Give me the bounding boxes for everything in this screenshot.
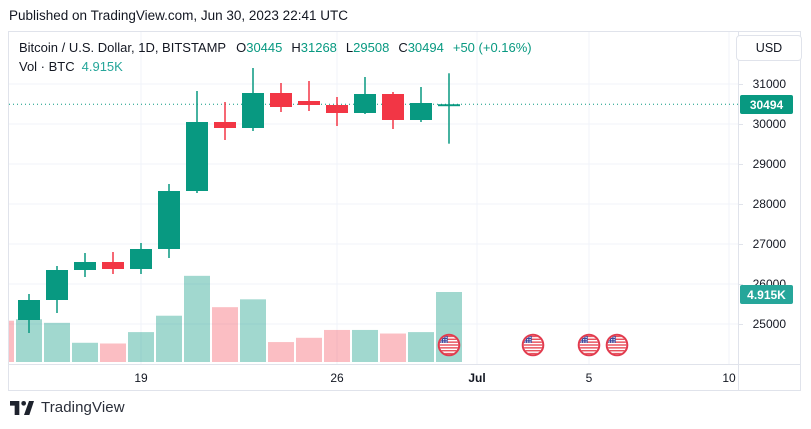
currency-toggle-button[interactable]: USD <box>736 35 802 61</box>
price-tick-mark <box>738 164 743 165</box>
tradingview-logo[interactable]: TradingView <box>10 399 125 416</box>
tradingview-logo-icon <box>10 400 34 415</box>
candle[interactable] <box>354 77 376 114</box>
volume-bar[interactable] <box>380 333 406 362</box>
time-axis[interactable]: 19 26 Jul 5 10 <box>9 365 738 390</box>
high-label: H <box>291 40 301 55</box>
candle[interactable] <box>298 81 320 111</box>
candle[interactable] <box>186 91 208 193</box>
low-label: L <box>345 40 354 55</box>
volume-bar[interactable] <box>184 275 210 362</box>
open-label: O <box>236 40 247 55</box>
price-tick-mark <box>738 124 743 125</box>
volume-bar[interactable] <box>100 343 126 362</box>
chart-legend: Bitcoin / U.S. Dollar, 1D, BITSTAMP O3044… <box>19 39 532 75</box>
candle[interactable] <box>410 87 432 122</box>
price-axis[interactable]: 31000 30000 29000 28000 27000 26000 25000 <box>738 32 800 364</box>
volume-bar[interactable] <box>296 337 322 362</box>
volume-legend-value: 4.915K <box>81 59 123 74</box>
candle[interactable] <box>214 102 236 140</box>
price-chart[interactable] <box>9 32 738 364</box>
time-axis-label: 10 <box>722 371 736 385</box>
price-tick-mark <box>738 324 743 325</box>
candle[interactable] <box>130 243 152 274</box>
candle[interactable] <box>158 184 180 258</box>
low-value: 29508 <box>353 40 390 55</box>
price-tick-mark <box>738 244 743 245</box>
price-axis-separator <box>738 32 739 390</box>
candle[interactable] <box>18 294 40 333</box>
volume-bar[interactable] <box>44 322 70 362</box>
change-value: +50 (+0.16%) <box>452 40 532 55</box>
price-tick-mark <box>738 204 743 205</box>
published-timestamp: Published on TradingView.com, Jun 30, 20… <box>9 8 348 23</box>
last-price-badge: 30494 <box>740 95 793 114</box>
time-axis-label: Jul <box>468 371 486 385</box>
high-value: 31268 <box>300 40 337 55</box>
volume-bar[interactable] <box>408 332 434 362</box>
tradingview-brand-text: TradingView <box>41 399 125 416</box>
price-tick-mark <box>738 84 743 85</box>
us-flag-icon[interactable] <box>437 333 461 357</box>
price-tick-mark <box>738 284 743 285</box>
price-axis-label: 30000 <box>752 117 786 131</box>
price-axis-label: 29000 <box>752 157 786 171</box>
chart-panel: Bitcoin / U.S. Dollar, 1D, BITSTAMP O3044… <box>8 31 802 391</box>
volume-bar[interactable] <box>72 342 98 362</box>
price-axis-label: 31000 <box>752 77 786 91</box>
time-axis-label: 19 <box>134 371 148 385</box>
candle[interactable] <box>270 83 292 112</box>
volume-bar[interactable] <box>156 315 182 362</box>
candle[interactable] <box>438 73 460 144</box>
price-axis-label: 28000 <box>752 197 786 211</box>
close-label: C <box>398 40 408 55</box>
time-axis-label: 5 <box>585 371 593 385</box>
symbol-title[interactable]: Bitcoin / U.S. Dollar, 1D, BITSTAMP <box>19 40 227 55</box>
us-flag-icon[interactable] <box>605 333 629 357</box>
candle[interactable] <box>46 266 68 313</box>
open-value: 30445 <box>246 40 283 55</box>
volume-bar[interactable] <box>240 299 266 362</box>
volume-bar[interactable] <box>212 307 238 362</box>
candle[interactable] <box>242 68 264 131</box>
volume-bar[interactable] <box>128 332 154 362</box>
time-axis-separator <box>9 364 800 365</box>
volume-bar[interactable] <box>268 342 294 362</box>
volume-legend-label[interactable]: Vol · BTC <box>19 59 75 74</box>
volume-bar[interactable] <box>9 320 14 362</box>
close-value: 30494 <box>407 40 444 55</box>
price-axis-label: 25000 <box>752 317 786 331</box>
candle[interactable] <box>102 252 124 274</box>
candle[interactable] <box>326 97 348 126</box>
us-flag-icon[interactable] <box>577 333 601 357</box>
price-axis-label: 27000 <box>752 237 786 251</box>
last-volume-badge: 4.915K <box>740 285 793 304</box>
candle[interactable] <box>382 92 404 129</box>
time-axis-label: 26 <box>330 371 344 385</box>
volume-bar[interactable] <box>352 329 378 362</box>
volume-bar[interactable] <box>324 329 350 362</box>
candle[interactable] <box>74 253 96 277</box>
us-flag-icon[interactable] <box>521 333 545 357</box>
